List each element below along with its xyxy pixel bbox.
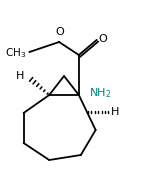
Text: CH$_3$: CH$_3$ — [5, 46, 26, 60]
Text: O: O — [56, 27, 65, 37]
Text: NH$_2$: NH$_2$ — [89, 86, 111, 100]
Text: H: H — [110, 107, 119, 117]
Text: H: H — [16, 71, 24, 81]
Text: O: O — [99, 34, 107, 44]
